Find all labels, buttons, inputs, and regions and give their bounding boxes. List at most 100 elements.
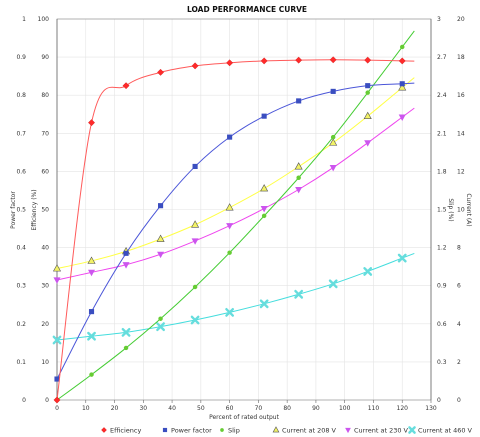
data-point-efficiency xyxy=(122,82,130,90)
series-line-slip xyxy=(56,30,415,401)
current-tick-label: 18 xyxy=(457,54,465,61)
x-marker-stroke xyxy=(156,322,165,332)
legend-item-efficiency: Efficiency xyxy=(101,427,141,435)
data-point-current-at-230-v xyxy=(295,186,303,194)
data-point-current-at-230-v xyxy=(329,165,337,172)
data-point-current-at-208-v xyxy=(156,234,165,242)
legend-item-slip: Slip xyxy=(220,427,240,435)
current-axis-label: Current (A) xyxy=(465,193,472,226)
series-line-current-at-208-v xyxy=(56,77,415,270)
x-marker-stroke xyxy=(52,335,62,345)
data-point-power-factor xyxy=(88,309,95,315)
power-factor-tick-label: 0.5 xyxy=(16,207,26,214)
data-point-efficiency xyxy=(329,56,337,64)
data-point-current-at-208-v xyxy=(363,111,372,120)
power-factor-tick-label: 0.7 xyxy=(16,130,26,137)
slip-tick-label: 1.8 xyxy=(437,168,447,175)
efficiency-tick-label: 80 xyxy=(41,92,49,99)
data-point-efficiency xyxy=(398,57,406,65)
current-tick-label: 2 xyxy=(457,359,461,366)
data-point-current-at-460-v xyxy=(52,335,62,345)
data-point-current-at-208-v xyxy=(329,138,338,146)
x-tick-label: 30 xyxy=(139,405,147,412)
series-line-current-at-230-v xyxy=(56,107,415,281)
efficiency-tick-label: 100 xyxy=(38,16,50,23)
efficiency-tick-label: 20 xyxy=(41,321,49,328)
data-point-current-at-230-v xyxy=(226,223,234,230)
data-point-efficiency xyxy=(295,56,303,64)
chart-title: LOAD PERFORMANCE CURVE xyxy=(187,5,307,14)
x-tick-label: 10 xyxy=(82,405,90,412)
data-point-slip xyxy=(296,175,301,180)
x-marker-stroke xyxy=(190,315,200,325)
slip-axis-label: Slip (%) xyxy=(447,198,454,221)
efficiency-tick-label: 70 xyxy=(41,130,49,137)
data-point-current-at-208-v xyxy=(225,203,234,211)
data-point-current-at-230-v xyxy=(191,238,199,245)
slip-tick-label: 0.9 xyxy=(437,283,447,290)
x-marker-stroke xyxy=(121,327,131,337)
data-point-current-at-230-v xyxy=(157,251,165,259)
slip-tick-label: 2.7 xyxy=(437,54,447,61)
slip-tick-label: 0.6 xyxy=(437,321,447,328)
power-factor-tick-label: 0.8 xyxy=(16,92,26,99)
data-point-slip xyxy=(365,90,370,95)
x-tick-label: 40 xyxy=(168,405,176,412)
data-point-efficiency xyxy=(157,68,164,76)
data-point-slip xyxy=(123,345,129,351)
legend: Efficiency Power factor Slip Current at 208… xyxy=(101,426,473,435)
power-factor-tick-label: 0.2 xyxy=(16,321,26,328)
current-tick-label: 6 xyxy=(457,283,461,290)
series-line-efficiency xyxy=(56,59,415,401)
x-tick-label: 0 xyxy=(55,405,59,412)
data-point-current-at-208-v xyxy=(260,184,269,192)
data-point-current-at-460-v xyxy=(225,307,235,317)
legend-marker-efficiency xyxy=(101,427,107,433)
current-tick-label: 10 xyxy=(457,207,465,214)
x-tick-label: 90 xyxy=(312,405,320,412)
data-point-power-factor xyxy=(158,203,164,209)
data-point-current-at-208-v xyxy=(191,220,200,228)
power-factor-tick-label: 0.4 xyxy=(16,245,26,252)
series-line-current-at-460-v xyxy=(56,252,415,341)
current-tick-label: 16 xyxy=(457,92,465,99)
data-point-power-factor xyxy=(365,83,371,89)
current-tick-label: 12 xyxy=(457,168,465,175)
legend-marker-current-at-230-v xyxy=(345,427,351,434)
legend-label: Efficiency xyxy=(110,427,141,435)
x-tick-label: 120 xyxy=(397,405,409,412)
power-factor-tick-label: 0.3 xyxy=(16,283,26,290)
legend-label: Current at 208 V xyxy=(282,427,337,435)
power-factor-tick-label: 0 xyxy=(22,397,26,404)
x-marker-stroke xyxy=(363,267,373,276)
data-point-power-factor xyxy=(296,98,302,104)
efficiency-tick-label: 90 xyxy=(41,54,49,61)
data-point-efficiency xyxy=(88,119,95,127)
power-factor-tick-label: 0.1 xyxy=(16,359,26,366)
data-point-current-at-230-v xyxy=(88,269,96,277)
series-current-at-230-v xyxy=(53,107,415,284)
power-factor-tick-label: 0.6 xyxy=(16,168,26,175)
data-point-current-at-460-v xyxy=(397,253,407,263)
x-axis-label: Percent of rated output xyxy=(209,414,280,421)
slip-tick-label: 2.4 xyxy=(437,92,447,99)
x-tick-label: 60 xyxy=(226,405,234,412)
data-point-slip xyxy=(227,250,232,255)
data-point-current-at-230-v xyxy=(122,262,130,269)
legend-marker-power-factor xyxy=(162,427,168,433)
legend-item-power-factor: Power factor xyxy=(162,427,212,435)
legend-marker-current-at-460-v xyxy=(408,426,416,434)
data-point-power-factor xyxy=(54,376,60,382)
data-point-power-factor xyxy=(261,113,267,119)
data-point-slip xyxy=(89,372,94,377)
data-point-slip xyxy=(261,213,267,219)
data-point-slip xyxy=(330,134,336,140)
series-efficiency xyxy=(53,56,415,404)
data-point-efficiency xyxy=(226,59,234,67)
data-point-efficiency xyxy=(364,56,372,64)
grid-lines xyxy=(56,18,432,401)
x-tick-label: 80 xyxy=(283,405,291,412)
power-factor-tick-label: 1 xyxy=(22,16,26,23)
legend-marker-current-at-208-v xyxy=(272,426,280,433)
data-point-power-factor xyxy=(227,134,233,140)
